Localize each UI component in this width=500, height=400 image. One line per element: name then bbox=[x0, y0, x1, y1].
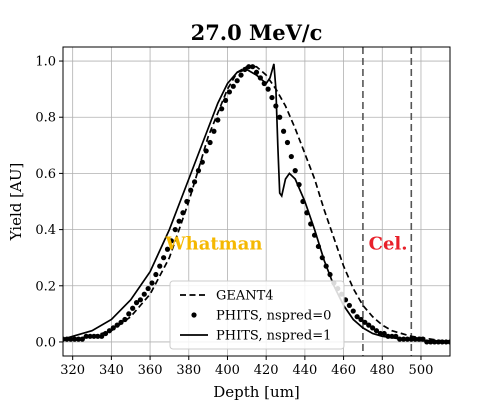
data-point bbox=[381, 330, 387, 337]
annotation-layer: Whatman Cel. bbox=[164, 233, 407, 254]
data-point bbox=[234, 78, 240, 84]
data-point bbox=[250, 64, 256, 70]
data-point bbox=[141, 291, 147, 297]
data-point bbox=[226, 89, 233, 95]
axis-ticks: 320 340 360 380 400 420 440 460 480 500 0.0 0.2 0.4 0… bbox=[35, 55, 433, 378]
data-point bbox=[118, 319, 124, 325]
x-tick-label: 480 bbox=[370, 363, 395, 378]
data-point bbox=[215, 117, 221, 123]
data-point bbox=[168, 238, 174, 244]
data-point bbox=[184, 198, 190, 205]
data-point bbox=[238, 72, 244, 78]
x-tick-label: 500 bbox=[409, 363, 434, 378]
legend-marker bbox=[191, 312, 197, 318]
data-point bbox=[211, 128, 217, 134]
data-point bbox=[99, 333, 105, 339]
y-axis-title: Yield [AU] bbox=[7, 163, 25, 242]
data-point bbox=[219, 106, 225, 112]
data-point bbox=[164, 246, 171, 252]
data-point bbox=[91, 333, 97, 339]
x-axis-title: Depth [um] bbox=[213, 383, 300, 400]
series-geant4-line bbox=[63, 65, 450, 342]
data-point bbox=[284, 139, 291, 146]
region-boundaries bbox=[362, 47, 413, 356]
chart-title: 27.0 MeV/c bbox=[191, 20, 323, 45]
data-point bbox=[280, 128, 287, 134]
data-point bbox=[149, 280, 155, 286]
legend-label: PHITS, nspred=1 bbox=[216, 329, 331, 344]
y-tick-label: 0.8 bbox=[35, 111, 56, 126]
y-tick-label: 0.4 bbox=[35, 223, 56, 238]
data-point bbox=[188, 187, 194, 193]
data-point bbox=[126, 311, 132, 317]
data-point bbox=[95, 333, 101, 339]
x-tick-label: 380 bbox=[176, 363, 201, 378]
y-tick-label: 0.0 bbox=[35, 335, 56, 350]
legend-box bbox=[169, 280, 345, 350]
data-point bbox=[354, 314, 360, 320]
data-point bbox=[207, 139, 213, 146]
x-tick-label: 440 bbox=[292, 363, 317, 378]
data-point bbox=[79, 336, 85, 342]
data-point bbox=[292, 168, 298, 174]
grid-lines bbox=[63, 47, 450, 356]
data-point bbox=[222, 97, 229, 103]
data-point bbox=[370, 325, 376, 331]
data-point bbox=[122, 316, 128, 323]
y-tick-label: 0.6 bbox=[35, 167, 56, 182]
data-point bbox=[157, 263, 163, 269]
data-point bbox=[350, 308, 356, 314]
data-point bbox=[153, 271, 159, 278]
data-point bbox=[83, 333, 89, 339]
data-point bbox=[72, 336, 78, 342]
annotation-cel: Cel. bbox=[369, 233, 408, 254]
x-tick-label: 400 bbox=[215, 363, 240, 378]
data-point bbox=[277, 114, 283, 120]
data-point bbox=[133, 300, 140, 306]
x-tick-label: 420 bbox=[254, 363, 279, 378]
data-point bbox=[87, 333, 93, 339]
y-tick-label: 0.2 bbox=[35, 279, 56, 294]
data-point bbox=[102, 330, 109, 337]
data-point bbox=[269, 94, 275, 101]
data-point bbox=[366, 322, 372, 328]
data-point bbox=[110, 325, 116, 331]
data-point bbox=[176, 218, 182, 224]
legend-label: GEANT4 bbox=[216, 289, 274, 304]
data-point bbox=[230, 83, 236, 89]
data-point bbox=[161, 255, 167, 261]
series-phits-nspred1-line bbox=[63, 63, 450, 343]
data-point bbox=[195, 168, 202, 174]
data-point bbox=[172, 226, 178, 233]
data-point bbox=[373, 328, 380, 334]
data-point bbox=[180, 210, 186, 216]
data-point bbox=[346, 302, 352, 309]
data-point bbox=[288, 153, 294, 160]
plot-frame bbox=[62, 46, 451, 357]
data-point bbox=[246, 64, 252, 70]
data-point bbox=[358, 316, 364, 323]
data-point bbox=[362, 319, 368, 325]
data-point bbox=[203, 148, 209, 154]
annotation-whatman: Whatman bbox=[164, 233, 262, 254]
data-point bbox=[114, 322, 120, 328]
data-point bbox=[106, 328, 113, 334]
data-point bbox=[75, 336, 82, 342]
legend-label: PHITS, nspred=0 bbox=[216, 309, 331, 324]
data-point bbox=[191, 179, 198, 185]
x-tick-label: 460 bbox=[331, 363, 356, 378]
data-point bbox=[265, 86, 271, 92]
data-point bbox=[137, 297, 143, 303]
data-point bbox=[145, 285, 151, 292]
y-tick-label: 1.0 bbox=[35, 55, 56, 70]
data-point bbox=[130, 305, 136, 311]
x-tick-label: 320 bbox=[60, 363, 85, 378]
x-tick-label: 360 bbox=[138, 363, 163, 378]
legend: GEANT4 PHITS, nspred=0 PHITS, nspred=1 bbox=[169, 280, 345, 350]
data-point bbox=[199, 159, 205, 165]
x-tick-label: 340 bbox=[99, 363, 124, 378]
